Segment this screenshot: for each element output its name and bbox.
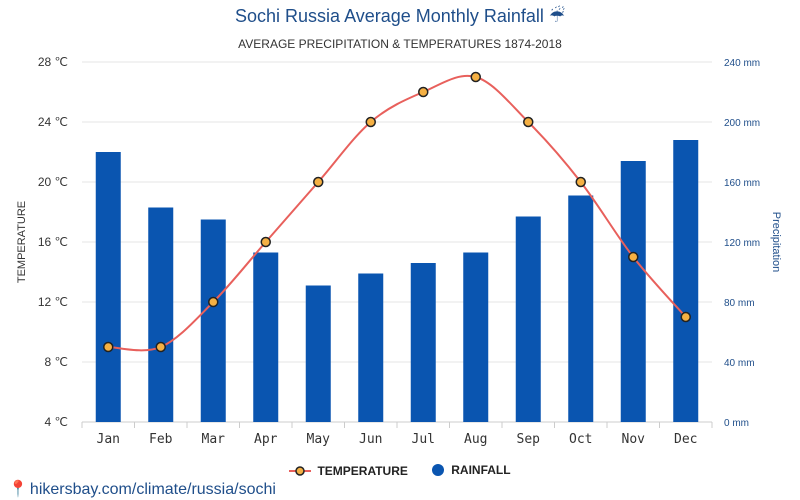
rainfall-bar-jun [358, 273, 384, 422]
right-tick-label: 40 mm [724, 358, 755, 369]
temperature-point-mar [208, 296, 219, 308]
x-tick-label: Sep [517, 432, 541, 447]
temperature-point-jan [103, 341, 114, 353]
rainfall-legend-marker-icon [432, 464, 445, 476]
left-tick-label: 8 ℃ [45, 355, 68, 369]
rainfall-bar-may [305, 285, 331, 422]
temperature-point-nov [628, 251, 639, 263]
x-tick-label: Feb [149, 432, 173, 447]
rainfall-bar-mar [200, 219, 226, 422]
temperature-point-feb [155, 341, 166, 353]
right-axis-title: Precipitation [770, 212, 782, 273]
temperature-legend-marker-icon [289, 466, 312, 476]
x-tick-label: Dec [674, 432, 697, 447]
temperature-point-oct [575, 176, 586, 188]
x-tick-label: Nov [622, 432, 646, 447]
left-tick-label: 28 ℃ [38, 55, 68, 69]
source-url: hikersbay.com/climate/russia/sochi [29, 481, 276, 498]
temperature-point-may [313, 176, 324, 188]
legend-item-rainfall[interactable]: RAINFALL [431, 463, 511, 477]
right-tick-label: 80 mm [724, 298, 755, 309]
temperature-point-dec [680, 311, 691, 323]
location-pin-icon: 📍 [8, 481, 28, 498]
rainfall-bar-oct [568, 195, 594, 422]
rainfall-bar-nov [620, 161, 646, 422]
source-link[interactable]: 📍 hikersbay.com/climate/russia/sochi [8, 479, 276, 499]
temperature-point-apr [260, 236, 271, 248]
temperature-point-jul [418, 86, 429, 98]
x-tick-label: May [307, 432, 331, 447]
rainfall-bar-dec [673, 140, 699, 422]
left-tick-label: 16 ℃ [38, 235, 68, 249]
x-tick-label: Apr [254, 432, 278, 447]
rainfall-bar-sep [515, 216, 541, 422]
right-tick-label: 240 mm [724, 58, 760, 69]
left-tick-label: 20 ℃ [38, 175, 68, 189]
x-tick-label: Jul [412, 432, 435, 447]
legend-label-rainfall: RAINFALL [451, 463, 511, 477]
rainfall-bar-apr [253, 252, 279, 422]
left-tick-label: 12 ℃ [38, 295, 68, 309]
x-tick-label: Jun [359, 432, 382, 447]
chart-title: Sochi Russia Average Monthly Rainfall ☔ [235, 6, 565, 26]
left-tick-label: 24 ℃ [38, 115, 68, 129]
temperature-point-aug [470, 71, 481, 83]
left-tick-label: 4 ℃ [45, 415, 68, 429]
temperature-point-jun [365, 116, 376, 128]
legend-label-temperature: TEMPERATURE [317, 464, 408, 478]
rainfall-bar-jul [410, 263, 436, 422]
x-tick-label: Aug [464, 432, 487, 447]
legend-item-temperature[interactable]: TEMPERATURE [289, 464, 408, 478]
left-axis-title: TEMPERATURE [16, 201, 28, 283]
right-tick-label: 0 mm [724, 418, 749, 429]
right-tick-label: 120 mm [724, 238, 760, 249]
x-tick-label: Oct [569, 432, 592, 447]
temperature-line [108, 74, 687, 352]
right-tick-label: 160 mm [724, 178, 760, 189]
right-tick-label: 200 mm [724, 118, 760, 129]
rainfall-bar-aug [463, 252, 489, 422]
legend: TEMPERATURE RAINFALL [0, 463, 800, 480]
x-tick-label: Mar [202, 432, 226, 447]
rainfall-bar-feb [148, 207, 174, 422]
chart-subtitle: AVERAGE PRECIPITATION & TEMPERATURES 187… [238, 37, 562, 51]
temperature-point-sep [523, 116, 534, 128]
x-tick-label: Jan [97, 432, 120, 447]
rainfall-bar-jan [95, 152, 121, 422]
